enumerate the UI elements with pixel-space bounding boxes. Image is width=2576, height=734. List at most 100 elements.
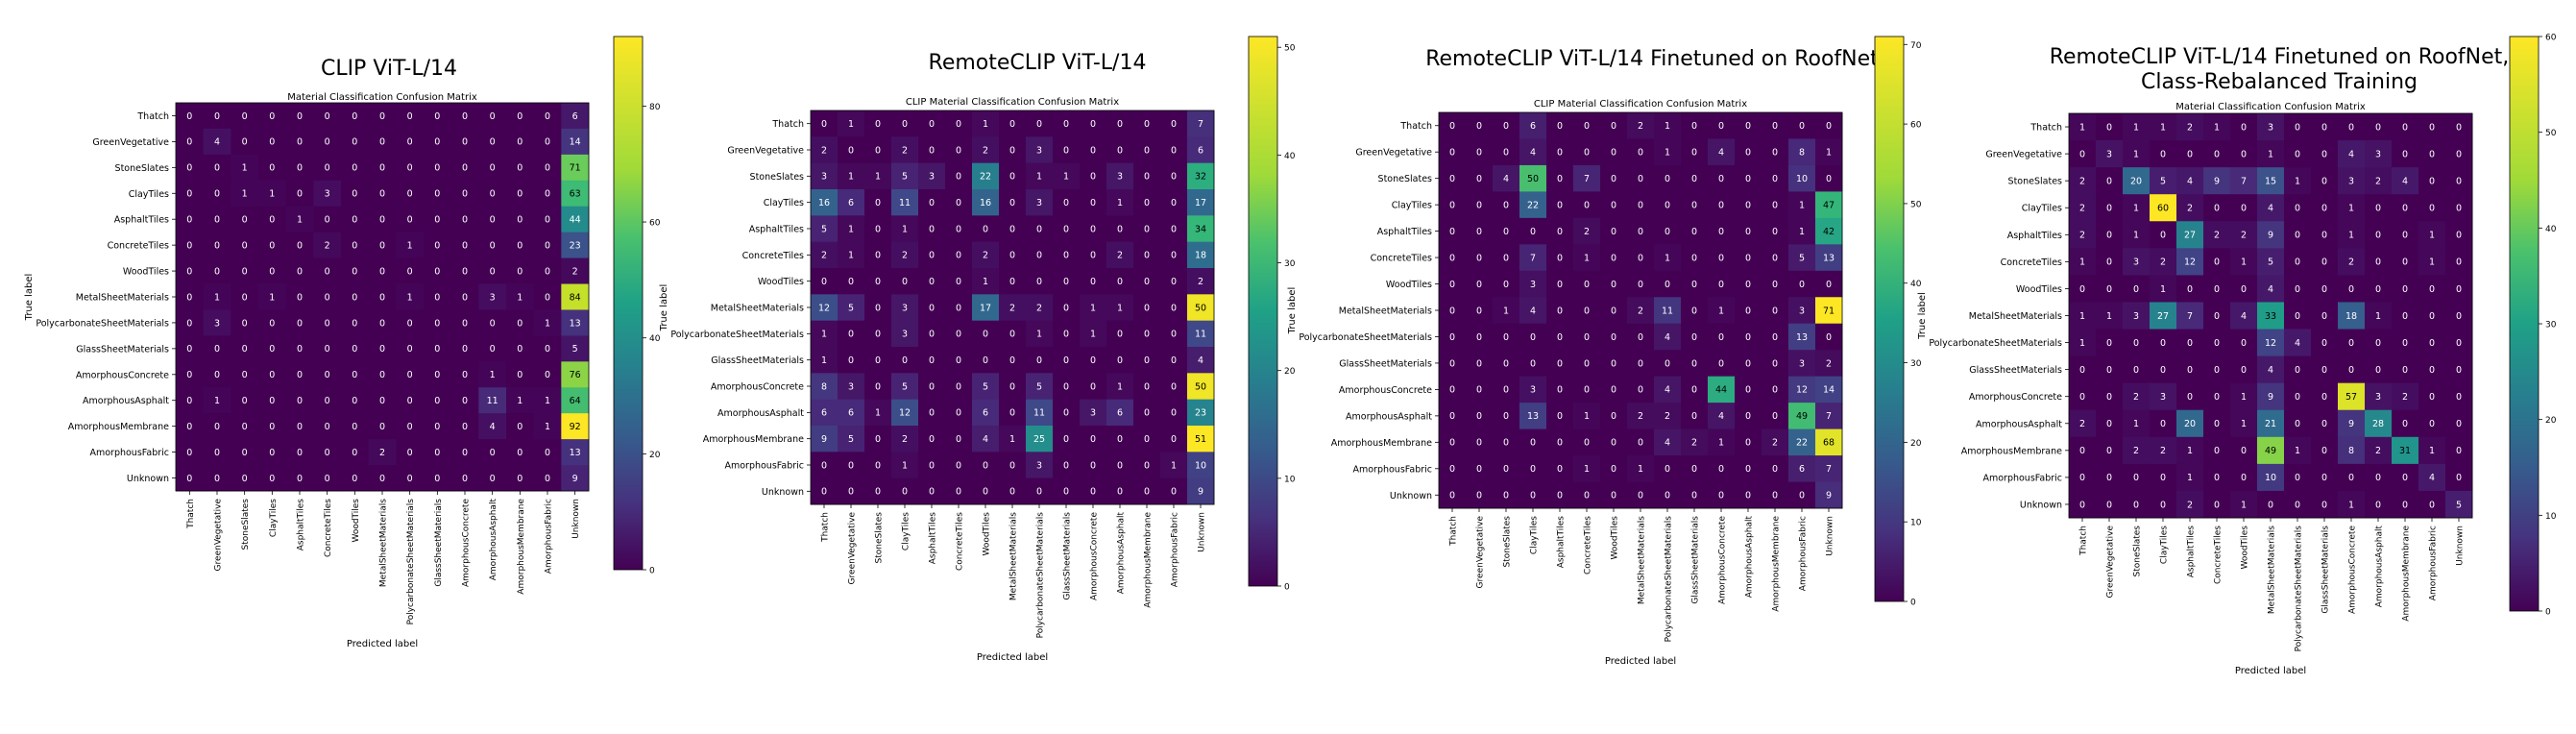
cell-value: 0 bbox=[1090, 381, 1096, 392]
heatmap-cell bbox=[972, 136, 1000, 164]
heatmap-cell bbox=[506, 413, 535, 440]
heatmap-cell bbox=[1160, 110, 1188, 137]
cell-value: 0 bbox=[1009, 172, 1015, 183]
cell-value: 0 bbox=[2429, 365, 2435, 376]
heatmap-cell bbox=[203, 232, 231, 258]
cell-value: 0 bbox=[848, 487, 854, 498]
cell-value: 0 bbox=[1611, 306, 1616, 316]
heatmap-cell bbox=[2365, 355, 2393, 384]
cell-value: 0 bbox=[1799, 121, 1805, 132]
cell-value: 0 bbox=[379, 474, 385, 484]
heatmap-cell bbox=[1681, 350, 1709, 378]
heatmap-cell bbox=[258, 103, 287, 130]
cell-value: 1 bbox=[2187, 473, 2193, 483]
heatmap-cell bbox=[811, 162, 838, 190]
cell-value: 9 bbox=[572, 474, 578, 484]
heatmap-cell bbox=[918, 241, 946, 269]
heatmap-cell bbox=[258, 283, 287, 310]
cell-value: 3 bbox=[1117, 172, 1123, 183]
x-tick-label: AmorphousFabric bbox=[1799, 516, 1809, 591]
cell-value: 0 bbox=[242, 422, 248, 432]
chart-title: CLIP ViT-L/14 bbox=[321, 57, 457, 81]
heatmap-cell bbox=[2338, 355, 2366, 384]
heatmap-cell bbox=[176, 465, 205, 492]
heatmap-cell bbox=[972, 347, 1000, 374]
cell-value: 0 bbox=[2106, 392, 2112, 403]
heatmap-cell bbox=[1053, 294, 1081, 322]
heatmap-cell bbox=[1106, 241, 1134, 269]
cell-value: 0 bbox=[1745, 227, 1751, 237]
cell-value: 0 bbox=[325, 111, 330, 122]
cell-value: 0 bbox=[2456, 122, 2462, 133]
heatmap-cell bbox=[2365, 436, 2393, 465]
cell-value: 7 bbox=[1530, 253, 1536, 263]
cell-value: 0 bbox=[875, 460, 881, 471]
cell-value: 3 bbox=[2133, 257, 2139, 268]
heatmap-cell bbox=[891, 477, 919, 505]
heatmap-cell bbox=[811, 268, 838, 295]
heatmap-cell bbox=[2392, 355, 2419, 384]
heatmap-cell bbox=[1466, 297, 1494, 325]
heatmap-cell bbox=[1053, 162, 1081, 190]
y-tick-label: GlassSheetMaterials bbox=[76, 344, 169, 355]
cell-value: 0 bbox=[2321, 204, 2327, 214]
heatmap-cell bbox=[2392, 302, 2419, 330]
cell-value: 0 bbox=[2348, 122, 2354, 133]
heatmap-cell bbox=[864, 136, 892, 164]
heatmap-cell bbox=[1439, 403, 1467, 429]
heatmap-cell bbox=[999, 320, 1027, 348]
heatmap-cell bbox=[1026, 426, 1054, 453]
heatmap-cell bbox=[945, 215, 973, 243]
cell-value: 0 bbox=[462, 189, 468, 200]
heatmap-cell bbox=[2203, 329, 2231, 356]
heatmap-cell bbox=[396, 361, 425, 388]
heatmap-cell bbox=[341, 206, 370, 233]
heatmap-cell bbox=[1735, 112, 1762, 139]
cell-value: 0 bbox=[1009, 460, 1015, 471]
cell-value: 50 bbox=[1195, 303, 1206, 313]
heatmap-cell bbox=[1546, 191, 1574, 219]
heatmap-cell bbox=[1439, 112, 1467, 139]
cell-value: 0 bbox=[352, 137, 357, 148]
heatmap-cell bbox=[561, 103, 590, 130]
colorbar-tick-label: 60 bbox=[1910, 121, 1922, 131]
heatmap-cell bbox=[2392, 382, 2419, 411]
cell-value: 2 bbox=[2079, 204, 2085, 214]
x-tick-label: ConcreteTiles bbox=[956, 512, 965, 571]
heatmap-cell bbox=[396, 335, 425, 362]
cell-value: 0 bbox=[1144, 434, 1150, 445]
heatmap-cell bbox=[1708, 376, 1736, 404]
heatmap-cell bbox=[561, 413, 590, 440]
heatmap-cell bbox=[972, 110, 1000, 137]
colorbar-tick-label: 10 bbox=[1910, 519, 1922, 528]
cell-value: 0 bbox=[1799, 491, 1805, 502]
cell-value: 0 bbox=[490, 448, 496, 458]
cell-value: 3 bbox=[2375, 149, 2381, 159]
cell-value: 0 bbox=[352, 448, 357, 458]
heatmap-cell bbox=[1815, 350, 1843, 378]
heatmap-cell bbox=[1160, 452, 1188, 479]
cell-value: 0 bbox=[1144, 460, 1150, 471]
cell-value: 0 bbox=[1090, 172, 1096, 183]
cell-value: 0 bbox=[1718, 200, 1724, 210]
heatmap-cell bbox=[368, 283, 397, 310]
heatmap-cell bbox=[258, 465, 287, 492]
heatmap-cell bbox=[2392, 490, 2419, 519]
cell-value: 0 bbox=[2456, 473, 2462, 483]
cell-value: 0 bbox=[490, 215, 496, 226]
cell-value: 1 bbox=[545, 396, 550, 406]
heatmap-cell bbox=[1546, 297, 1574, 325]
y-tick-label: AmorphousMembrane bbox=[703, 434, 804, 445]
cell-value: 0 bbox=[1772, 306, 1778, 316]
cell-value: 0 bbox=[2241, 204, 2247, 214]
cell-value: 4 bbox=[2268, 204, 2273, 214]
cell-value: 0 bbox=[1611, 148, 1616, 159]
y-tick-label: AsphaltTiles bbox=[2007, 231, 2062, 241]
cell-value: 0 bbox=[2160, 500, 2166, 510]
cell-value: 0 bbox=[1009, 487, 1015, 498]
heatmap-cell bbox=[176, 335, 205, 362]
cell-value: 0 bbox=[2456, 231, 2462, 241]
y-tick-label: Thatch bbox=[1399, 121, 1432, 132]
cell-value: 0 bbox=[1826, 174, 1832, 184]
cell-value: 0 bbox=[379, 240, 385, 251]
